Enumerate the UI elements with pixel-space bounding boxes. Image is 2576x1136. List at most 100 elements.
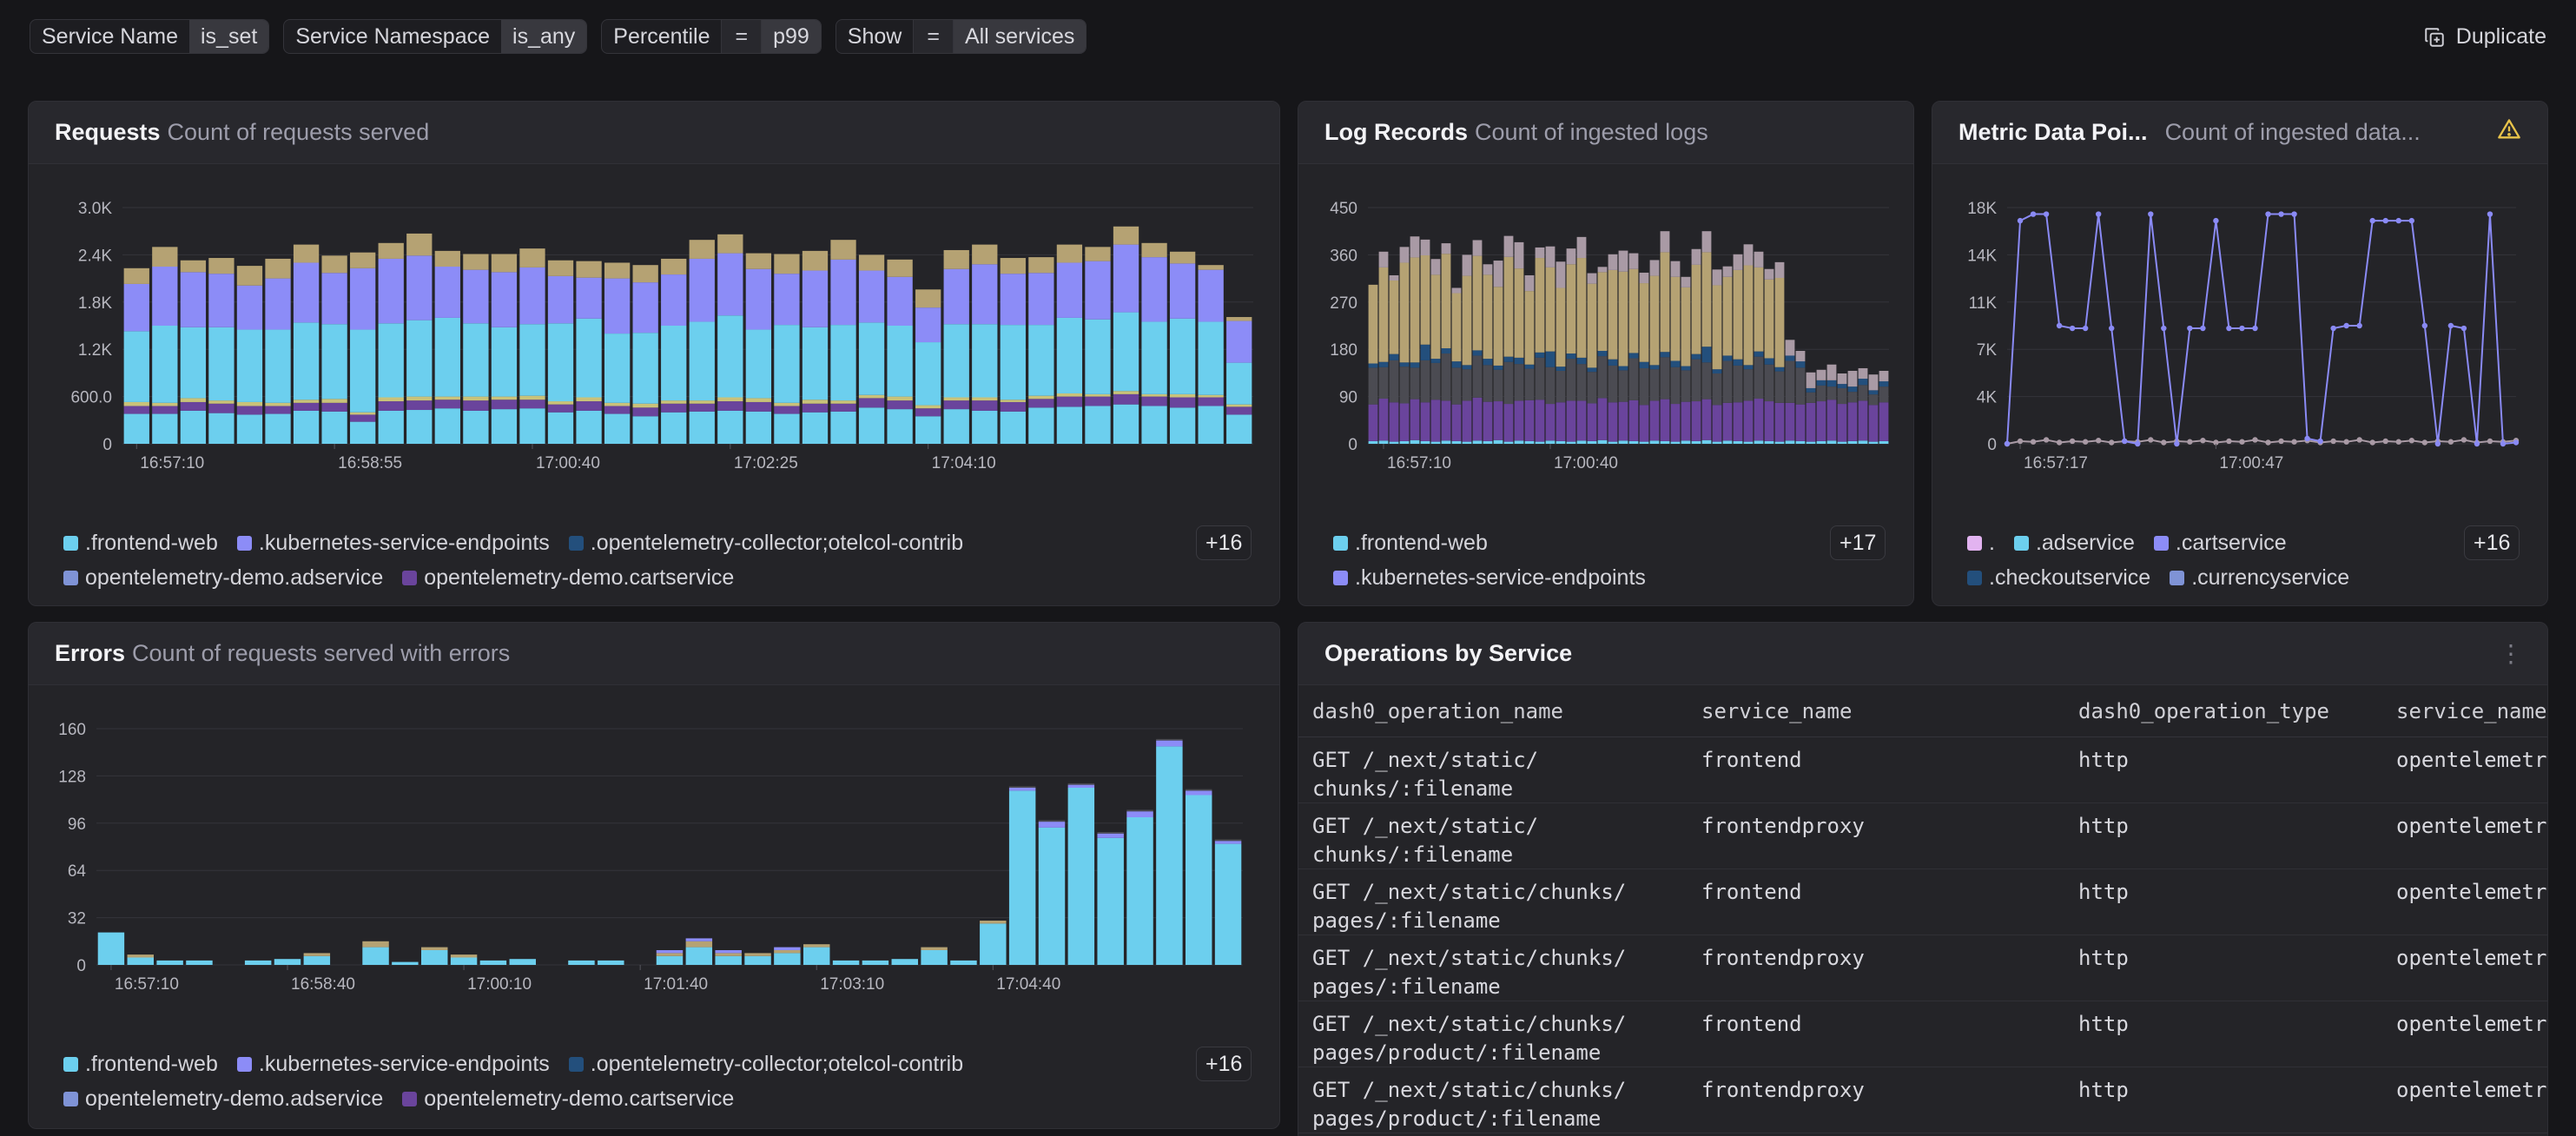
bar-segment[interactable]: [1608, 254, 1618, 270]
series-line[interactable]: [2006, 213, 2517, 446]
bar-segment[interactable]: [802, 270, 829, 327]
bar-segment[interactable]: [830, 240, 856, 260]
bar-segment[interactable]: [208, 403, 234, 413]
bar-segment[interactable]: [1795, 440, 1806, 444]
data-point[interactable]: [2330, 325, 2336, 332]
legend-item[interactable]: .frontend-web: [63, 531, 218, 556]
bar-segment[interactable]: [1056, 244, 1083, 263]
bar-segment[interactable]: [774, 325, 800, 403]
bar-segment[interactable]: [1368, 404, 1378, 441]
bar-segment[interactable]: [858, 398, 885, 408]
bar-segment[interactable]: [950, 960, 977, 965]
bar-segment[interactable]: [1858, 379, 1868, 386]
bar-segment[interactable]: [1085, 247, 1111, 261]
data-point[interactable]: [2069, 438, 2076, 445]
bar-segment[interactable]: [303, 955, 331, 965]
bar-segment[interactable]: [1837, 441, 1847, 444]
bar-segment[interactable]: [1389, 402, 1399, 442]
bar-segment[interactable]: [689, 240, 715, 259]
bar-segment[interactable]: [1451, 367, 1462, 405]
bar-segment[interactable]: [1524, 400, 1535, 441]
bar-segment[interactable]: [378, 258, 404, 324]
bar-segment[interactable]: [632, 282, 658, 334]
bar-segment[interactable]: [802, 403, 829, 413]
bar-segment[interactable]: [598, 960, 624, 965]
bar-segment[interactable]: [127, 957, 154, 966]
bar-segment[interactable]: [1670, 360, 1681, 367]
bar-segment[interactable]: [717, 234, 743, 254]
bar-segment[interactable]: [887, 400, 913, 410]
bar-segment[interactable]: [152, 402, 178, 406]
legend-item[interactable]: opentelemetry-demo.cartservice: [402, 565, 734, 591]
bar-segment[interactable]: [321, 273, 347, 325]
bar-segment[interactable]: [1576, 400, 1587, 441]
bar-segment[interactable]: [1420, 402, 1430, 441]
bar-segment[interactable]: [744, 955, 771, 965]
bar-segment[interactable]: [830, 400, 856, 404]
bar-segment[interactable]: [1198, 394, 1224, 398]
bar-segment[interactable]: [1483, 264, 1493, 275]
bar-segment[interactable]: [1000, 401, 1026, 412]
bar-segment[interactable]: [1837, 373, 1847, 385]
bar-segment[interactable]: [350, 412, 376, 415]
legend-item[interactable]: .kubernetes-service-endpoints: [1333, 565, 1646, 591]
legend-item[interactable]: .frontend-web: [63, 1052, 218, 1077]
bar-segment[interactable]: [1712, 369, 1722, 374]
data-point[interactable]: [2017, 438, 2024, 445]
column-header[interactable]: dash0_operation_type: [2078, 698, 2329, 723]
bar-segment[interactable]: [1868, 394, 1879, 406]
bar-segment[interactable]: [406, 233, 433, 256]
bar-segment[interactable]: [293, 402, 320, 411]
bar-segment[interactable]: [1806, 372, 1816, 388]
bar-segment[interactable]: [1785, 440, 1795, 444]
bar-segment[interactable]: [208, 258, 234, 274]
bar-segment[interactable]: [1141, 242, 1167, 258]
bar-segment[interactable]: [1028, 399, 1054, 408]
bar-segment[interactable]: [1156, 738, 1183, 741]
bar-segment[interactable]: [1795, 367, 1806, 405]
bar-segment[interactable]: [180, 272, 207, 327]
bar-segment[interactable]: [1618, 440, 1628, 444]
bar-segment[interactable]: [1660, 357, 1670, 400]
bar-segment[interactable]: [378, 242, 404, 259]
bar-segment[interactable]: [293, 262, 320, 323]
bar-segment[interactable]: [1493, 261, 1503, 287]
bar-segment[interactable]: [661, 400, 687, 404]
bar-segment[interactable]: [1113, 393, 1139, 405]
bar-segment[interactable]: [1774, 261, 1785, 278]
bar-segment[interactable]: [519, 248, 545, 267]
data-point[interactable]: [2291, 211, 2297, 217]
bar-segment[interactable]: [1186, 790, 1212, 796]
bar-segment[interactable]: [717, 410, 743, 444]
bar-segment[interactable]: [293, 322, 320, 400]
bar-segment[interactable]: [1368, 440, 1378, 444]
data-point[interactable]: [2200, 438, 2206, 444]
bar-segment[interactable]: [265, 402, 291, 406]
bar-segment[interactable]: [685, 947, 713, 965]
bar-segment[interactable]: [1514, 440, 1524, 444]
bar-segment[interactable]: [1493, 369, 1503, 402]
bar-segment[interactable]: [450, 954, 478, 958]
bar-segment[interactable]: [1660, 252, 1670, 353]
legend-item[interactable]: opentelemetry-demo.adservice: [63, 565, 383, 591]
bar-segment[interactable]: [1410, 362, 1420, 368]
bar-segment[interactable]: [1754, 267, 1764, 352]
legend-item[interactable]: .opentelemetry-collector;otelcol-contrib: [568, 531, 963, 556]
bar-segment[interactable]: [1141, 257, 1167, 322]
bar-segment[interactable]: [1628, 400, 1639, 441]
bar-segment[interactable]: [1618, 401, 1628, 441]
bar-segment[interactable]: [1774, 367, 1785, 372]
bar-segment[interactable]: [265, 258, 291, 279]
bar-segment[interactable]: [1764, 364, 1774, 402]
bar-segment[interactable]: [1701, 439, 1712, 444]
bar-segment[interactable]: [887, 259, 913, 277]
bar-segment[interactable]: [1141, 406, 1167, 444]
bar-segment[interactable]: [891, 959, 918, 965]
bar-segment[interactable]: [1368, 284, 1378, 364]
bar-segment[interactable]: [887, 276, 913, 326]
data-point[interactable]: [2200, 325, 2206, 332]
bar-segment[interactable]: [1451, 293, 1462, 362]
bar-segment[interactable]: [943, 249, 969, 269]
bar-segment[interactable]: [1774, 371, 1785, 403]
legend-more-button[interactable]: +16: [2464, 525, 2520, 560]
